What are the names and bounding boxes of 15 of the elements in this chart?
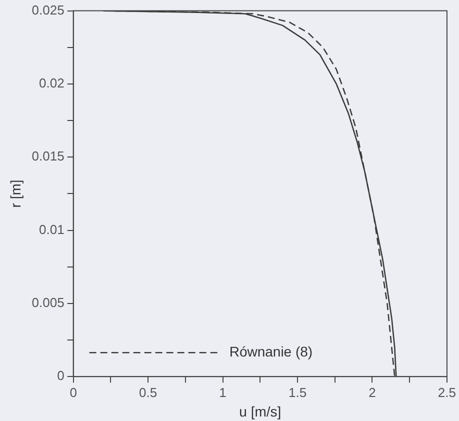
y-tick-label: 0.005 [32, 295, 64, 310]
text: Równanie (8) [229, 343, 313, 360]
x-tick-label: 0.5 [139, 384, 158, 400]
x-tick-label: 0 [70, 384, 77, 400]
y-tick-label: 0 [57, 368, 64, 384]
y-tick-label: 0.015 [32, 148, 64, 164]
y-tick-label: 0.01 [39, 222, 64, 237]
x-tick-label: 2 [368, 384, 376, 400]
y-tick-label: 0.025 [32, 2, 64, 18]
y-tick-label: 0.02 [39, 76, 64, 91]
x-axis-title: u [m/s] [239, 403, 282, 420]
y-axis-title: r [m] [7, 180, 24, 208]
x-tick-label: 1.5 [288, 384, 307, 400]
x-tick-label: 1 [219, 384, 226, 400]
x-tick-label: 2.5 [438, 384, 456, 400]
